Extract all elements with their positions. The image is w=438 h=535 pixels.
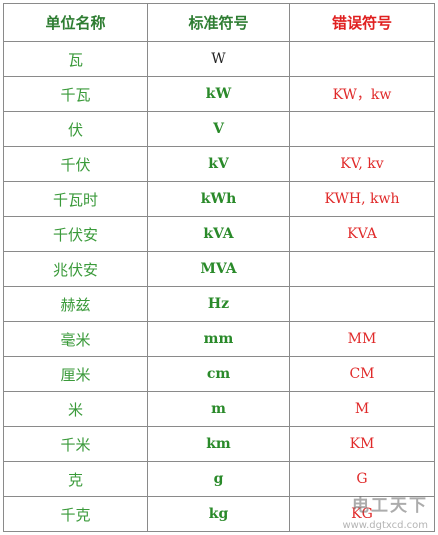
watermark-url: www.dgtxcd.com [342, 520, 428, 531]
cell-unit-name: 厘米 [3, 356, 148, 392]
cell-unit-name: 千伏安 [3, 216, 148, 252]
cell-standard-symbol: V [147, 111, 290, 147]
cell-wrong-symbol: KM [289, 426, 435, 462]
cell-unit-name: 赫兹 [3, 286, 148, 322]
cell-wrong-symbol [289, 111, 435, 147]
cell-wrong-symbol: KV, kv [289, 146, 435, 182]
cell-standard-symbol: kW [147, 76, 290, 112]
cell-standard-symbol: Hz [147, 286, 290, 322]
watermark-logo: 电工天下 www.dgtxcd.com [282, 491, 432, 531]
table-row: 赫兹 Hz [3, 286, 435, 322]
cell-unit-name: 千米 [3, 426, 148, 462]
cell-wrong-symbol: MM [289, 321, 435, 357]
cell-wrong-symbol: KWH, kwh [289, 181, 435, 217]
cell-wrong-symbol: KW，kw [289, 76, 435, 112]
cell-wrong-symbol: M [289, 391, 435, 427]
table-row: 千伏安 kVA KVA [3, 216, 435, 252]
cell-unit-name: 兆伏安 [3, 251, 148, 287]
cell-unit-name: 克 [3, 461, 148, 497]
table-row: 千米 km KM [3, 426, 435, 462]
cell-wrong-symbol: G [289, 461, 435, 497]
cell-unit-name: 伏 [3, 111, 148, 147]
table-row: 千瓦时 kWh KWH, kwh [3, 181, 435, 217]
cell-standard-symbol: W [147, 41, 290, 77]
header-standard-symbol: 标准符号 [147, 3, 290, 42]
unit-symbol-table: 单位名称 标准符号 错误符号 瓦 W 千瓦 kW KW，kw 伏 V 千伏 kV KV, kv 千瓦… [3, 3, 435, 532]
cell-wrong-symbol: KG [289, 496, 435, 532]
cell-wrong-symbol [289, 251, 435, 287]
cell-wrong-symbol [289, 286, 435, 322]
cell-standard-symbol: kWh [147, 181, 290, 217]
cell-unit-name: 千克 [3, 496, 148, 532]
table-header-row: 单位名称 标准符号 错误符号 [3, 3, 435, 42]
table-body: 瓦 W 千瓦 kW KW，kw 伏 V 千伏 kV KV, kv 千瓦时 kWh KWH, kwh 千伏安… [3, 41, 435, 532]
cell-standard-symbol: kg [147, 496, 290, 532]
cell-unit-name: 千瓦时 [3, 181, 148, 217]
cell-standard-symbol: mm [147, 321, 290, 357]
cell-unit-name: 瓦 [3, 41, 148, 77]
cell-unit-name: 千瓦 [3, 76, 148, 112]
unit-symbol-table-container: 单位名称 标准符号 错误符号 瓦 W 千瓦 kW KW，kw 伏 V 千伏 kV KV, kv 千瓦… [3, 3, 435, 532]
cell-standard-symbol: cm [147, 356, 290, 392]
table-row: 千瓦 kW KW，kw [3, 76, 435, 112]
cell-standard-symbol: kVA [147, 216, 290, 252]
cell-standard-symbol: kV [147, 146, 290, 182]
cell-wrong-symbol: CM [289, 356, 435, 392]
header-unit-name: 单位名称 [3, 3, 148, 42]
cell-unit-name: 毫米 [3, 321, 148, 357]
table-row: 厘米 cm CM [3, 356, 435, 392]
cell-wrong-symbol: KVA [289, 216, 435, 252]
cell-standard-symbol: m [147, 391, 290, 427]
cell-standard-symbol: MVA [147, 251, 290, 287]
cell-unit-name: 米 [3, 391, 148, 427]
cell-unit-name: 千伏 [3, 146, 148, 182]
cell-standard-symbol: g [147, 461, 290, 497]
table-row: 千伏 kV KV, kv [3, 146, 435, 182]
watermark-text: 电工天下 [352, 496, 428, 516]
table-row: 毫米 mm MM [3, 321, 435, 357]
cell-wrong-symbol [289, 41, 435, 77]
cell-standard-symbol: km [147, 426, 290, 462]
header-wrong-symbol: 错误符号 [289, 3, 435, 42]
table-row: 千克 kg KG [3, 496, 435, 532]
table-row: 兆伏安 MVA [3, 251, 435, 287]
